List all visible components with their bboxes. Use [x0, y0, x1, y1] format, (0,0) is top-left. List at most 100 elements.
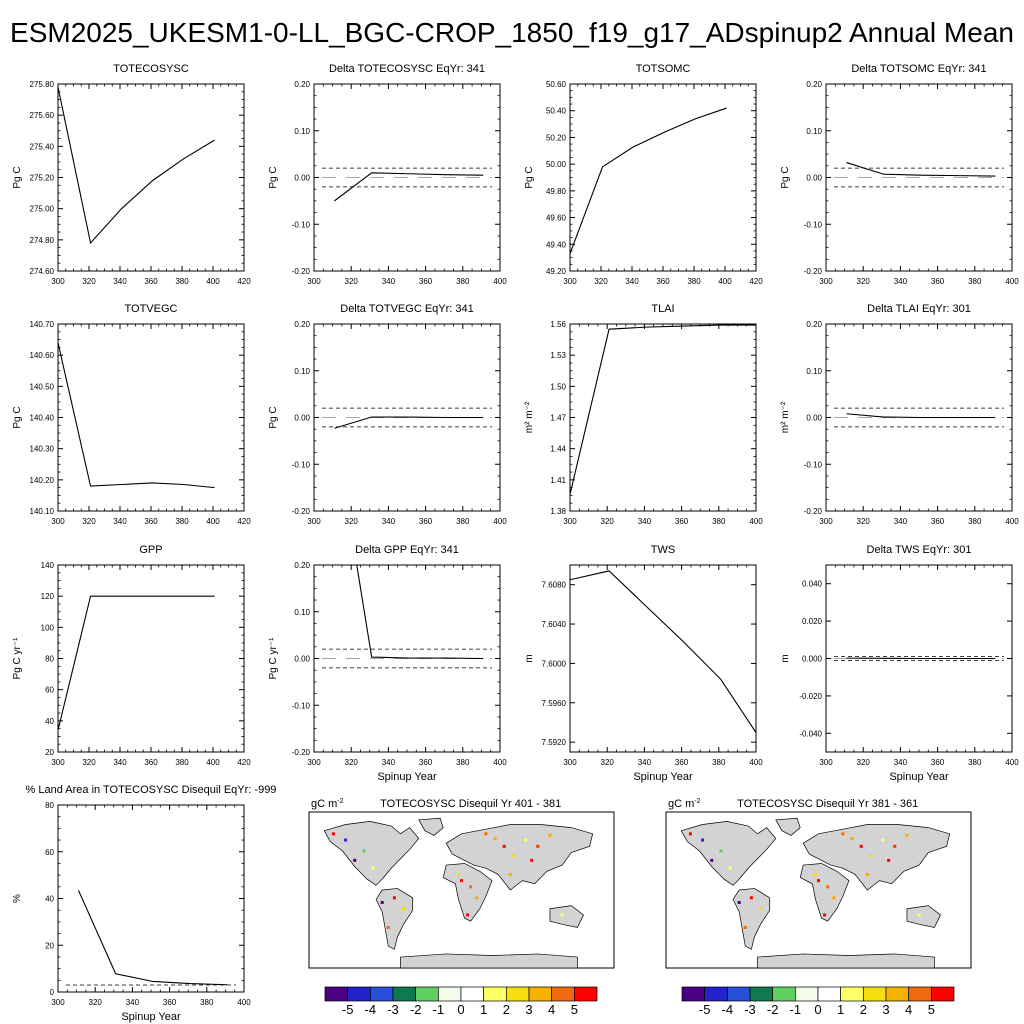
x-tick-label: 320 [857, 277, 871, 286]
y-tick-label: 140.30 [30, 445, 55, 454]
continent-shape [442, 863, 493, 922]
plot-frame [57, 83, 245, 272]
x-tick-label: 340 [894, 758, 908, 767]
disequil-cell [881, 838, 885, 842]
colorbar-swatch [392, 986, 417, 1002]
chart-title: TOTVEGC [125, 303, 178, 315]
x-axis-label: Spinup Year [889, 771, 949, 783]
disequil-cell [548, 833, 552, 837]
y-tick-label: 0.00 [294, 414, 310, 423]
x-axis-label: Spinup Year [121, 1011, 181, 1023]
y-axis-label: Pg C [268, 166, 279, 188]
disequil-cell [850, 837, 854, 841]
colorbar-swatch [369, 986, 394, 1002]
x-tick-label: 340 [625, 277, 639, 286]
colorbar-label: 4 [548, 1002, 555, 1017]
x-tick-label: 340 [894, 517, 908, 526]
disequil-cell [759, 907, 763, 911]
x-tick-label: 360 [419, 517, 433, 526]
y-tick-label: 274.60 [30, 267, 55, 276]
x-tick-label: 360 [419, 277, 433, 286]
page-title: ESM2025_UKESM1-0-LL_BGC-CROP_1850_f19_g1… [10, 17, 1014, 48]
disequil-cell [386, 925, 390, 929]
y-tick-label: 7.5920 [542, 738, 567, 747]
map-title: TOTECOSYSC Disequil Yr 381 - 361 [737, 798, 918, 810]
disequil-cell [865, 872, 869, 876]
x-tick-label: 360 [163, 998, 177, 1007]
x-tick-label: 360 [931, 277, 945, 286]
chart-panel-8: GPP 300 320 340 360 380 400 420 20 40 60 80 100 120 14… [12, 544, 251, 767]
x-tick-label: 360 [144, 758, 158, 767]
y-tick-label: 274.80 [30, 236, 55, 245]
y-tick-label: 140.40 [30, 414, 55, 423]
x-tick-label: 300 [819, 277, 833, 286]
disequil-cell [823, 913, 827, 917]
plot-frame [57, 564, 245, 753]
colorbar-label: 3 [525, 1002, 532, 1017]
disequil-cell [905, 833, 909, 837]
x-tick-label: 380 [712, 758, 726, 767]
x-tick-label: 320 [594, 277, 608, 286]
x-tick-label: 380 [175, 517, 189, 526]
disequil-cell [826, 885, 830, 889]
disequil-cell [743, 925, 747, 929]
plot-frame [569, 323, 757, 512]
disequil-cell [893, 844, 897, 848]
x-tick-label: 360 [931, 758, 945, 767]
x-tick-label: 400 [1005, 277, 1019, 286]
y-tick-label: -0.10 [292, 460, 311, 469]
chart-panel-9: Delta GPP EqYr: 341 300 320 340 360 380 400 -0.… [268, 544, 507, 783]
colorbar-label: -1 [790, 1002, 802, 1017]
y-tick-label: -0.20 [292, 507, 311, 516]
x-tick-label: 300 [51, 517, 65, 526]
x-tick-label: 340 [382, 758, 396, 767]
y-tick-label: 1.50 [550, 382, 566, 391]
series-line [77, 890, 228, 986]
disequil-cell [917, 913, 921, 917]
x-tick-label: 320 [345, 517, 359, 526]
y-tick-label: 140.10 [30, 507, 55, 516]
y-tick-label: 0.00 [806, 174, 822, 183]
y-tick-label: 7.5960 [542, 699, 567, 708]
y-axis-label: Pg C [268, 406, 279, 428]
disequil-cell [371, 866, 375, 870]
x-tick-label: 300 [819, 758, 833, 767]
y-tick-label: 1.47 [550, 414, 566, 423]
colorbar-label: -1 [433, 1002, 445, 1017]
y-tick-label: 7.6080 [542, 581, 567, 590]
disequil-cell [493, 837, 497, 841]
chart-panel-6: TLAI 300 320 340 360 380 400 1.38 1.41 1.44 1.47 1.… [524, 303, 763, 526]
series-line [570, 107, 727, 254]
colorbar-swatch [930, 986, 955, 1002]
colorbar-label: 5 [571, 1002, 578, 1017]
colorbar-swatch [885, 986, 910, 1002]
colorbar-label: -2 [767, 1002, 779, 1017]
y-tick-label: 275.40 [30, 142, 55, 151]
y-tick-label: 140.70 [30, 320, 55, 329]
disequil-cell [502, 844, 506, 848]
y-tick-label: 50.60 [546, 80, 567, 89]
y-tick-label: 0.020 [802, 617, 823, 626]
x-tick-label: 360 [675, 517, 689, 526]
disequil-cell [688, 832, 692, 836]
x-tick-label: 300 [51, 998, 65, 1007]
x-tick-label: 400 [206, 277, 220, 286]
colorbar-swatch [817, 986, 842, 1002]
continent-shape [400, 953, 578, 969]
colorbar-swatch [704, 986, 728, 1002]
chart-panel-2: TOTSOMC 300 320 340 360 380 400 420 49.20 49.40 49… [524, 63, 763, 286]
y-tick-label: 0.20 [806, 80, 822, 89]
y-axis-label: m² m⁻² [524, 401, 535, 433]
series-line [58, 595, 215, 731]
x-tick-label: 360 [675, 758, 689, 767]
x-tick-label: 340 [126, 998, 140, 1007]
map-units-text: gC m [311, 798, 337, 810]
map-units-text: gC m [668, 798, 694, 810]
disequil-cell [719, 849, 723, 853]
x-tick-label: 420 [749, 277, 763, 286]
y-tick-label: -0.10 [804, 460, 823, 469]
x-tick-label: 380 [175, 758, 189, 767]
y-tick-label: 60 [45, 848, 54, 857]
chart-title: Delta TLAI EqYr: 301 [867, 303, 971, 315]
